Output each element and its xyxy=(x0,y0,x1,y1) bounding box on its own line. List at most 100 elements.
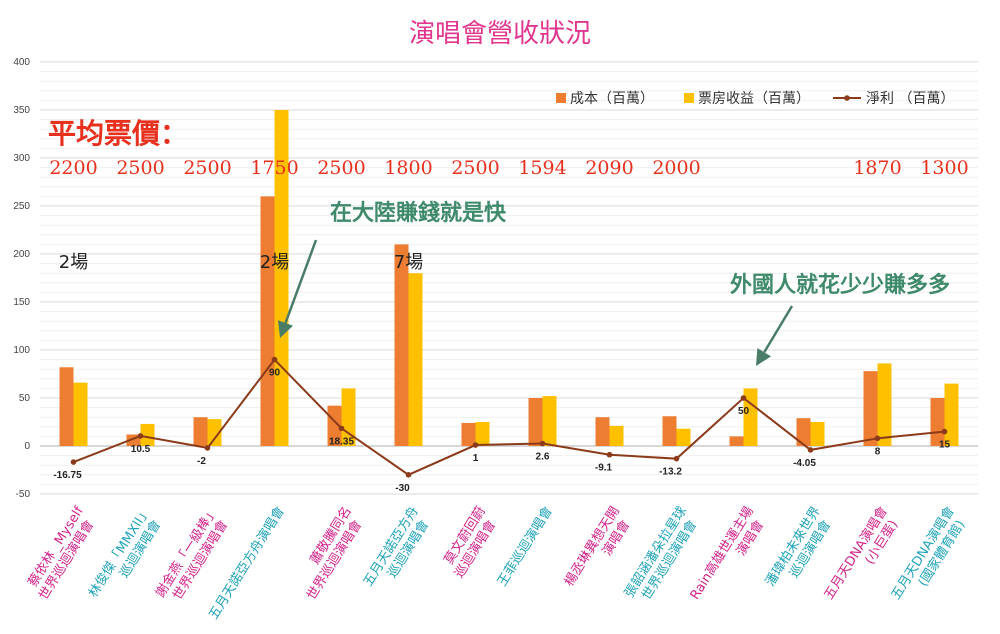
cost-bar xyxy=(662,416,677,446)
net-profit-label: -2 xyxy=(197,456,206,467)
revenue-bar xyxy=(609,425,624,446)
show-count-label: 7場 xyxy=(394,252,423,273)
legend-label-revenue: 票房收益（百萬） xyxy=(698,91,810,107)
cost-bar xyxy=(193,417,208,446)
net-profit-point xyxy=(807,447,814,453)
legend: 成本（百萬） 票房收益（百萬） 淨利 （百萬） xyxy=(556,91,954,107)
avg-price-title: 平均票價： xyxy=(48,117,188,150)
net-profit-label: 90 xyxy=(269,368,281,379)
net-profit-label: 2.6 xyxy=(536,452,550,463)
revenue-bar xyxy=(743,388,758,446)
avg-price-value: 1750 xyxy=(250,157,298,179)
revenue-bar xyxy=(944,383,959,446)
cost-bar xyxy=(863,371,878,446)
x-category-label: 王菲巡迴演唱會 xyxy=(494,504,556,590)
net-profit-point xyxy=(539,440,546,447)
y-tick-label: 100 xyxy=(13,345,30,356)
y-tick-label: 250 xyxy=(13,201,30,212)
cost-bar xyxy=(327,405,342,446)
y-tick-label: 200 xyxy=(13,249,30,260)
avg-price-value: 1300 xyxy=(920,157,968,179)
net-profit-line xyxy=(70,356,948,478)
cost-bar xyxy=(729,436,744,446)
avg-price-value: 2500 xyxy=(451,157,499,179)
y-tick-label: 350 xyxy=(13,105,30,116)
net-profit-label: -30 xyxy=(395,483,410,494)
show-count-label: 2場 xyxy=(260,252,289,273)
x-axis-labels: 蔡依林 _Myself世界巡迴演唱會林俊傑「MMXII」巡迴演唱會謝金燕「一級棒… xyxy=(26,504,969,623)
net-profit-point xyxy=(271,356,278,363)
net-profit-label: 10.5 xyxy=(131,444,151,455)
revenue-bar xyxy=(676,428,691,446)
cost-bar xyxy=(930,398,945,446)
net-profit-point xyxy=(606,451,613,458)
net-profit-point xyxy=(204,445,211,451)
show-count-label: 2場 xyxy=(59,252,88,273)
cost-bar xyxy=(126,434,141,446)
net-profit-point xyxy=(740,395,747,401)
annotation-foreigner: 外國人就花少少賺多多 xyxy=(730,272,950,298)
data-labels: -16.75 10.5 -2 90 18.35 -30 1 2.6 -9.1 -13.2 50 -4.… xyxy=(53,368,950,494)
legend-label-net: 淨利 （百萬） xyxy=(866,91,954,107)
net-profit-point xyxy=(472,442,479,448)
legend-swatch-revenue xyxy=(684,93,694,103)
legend-swatch-cost xyxy=(556,93,566,103)
revenue-bar xyxy=(542,396,557,446)
y-tick-label: 50 xyxy=(19,393,31,404)
cost-bar xyxy=(260,196,275,446)
y-tick-label: -50 xyxy=(16,489,31,500)
revenue-bar xyxy=(73,382,88,446)
y-tick-label: 0 xyxy=(24,441,30,452)
avg-price-value: 1594 xyxy=(518,157,566,179)
arrow-mainland-icon xyxy=(278,239,318,338)
revenue-bar xyxy=(810,422,825,446)
cost-bar xyxy=(394,244,409,446)
net-profit-label: -13.2 xyxy=(659,467,682,478)
avg-price-value: 2500 xyxy=(183,157,231,179)
avg-price-value: 1870 xyxy=(853,157,901,179)
net-profit-point xyxy=(70,459,77,465)
x-category-label: 五月天DNA演唱會(國家體育館) xyxy=(888,504,968,603)
net-profit-polyline xyxy=(73,358,945,476)
net-profit-label: 50 xyxy=(738,406,750,417)
revenue-bar xyxy=(877,363,892,446)
revenue-bar xyxy=(140,423,155,446)
net-profit-label: 15 xyxy=(939,440,951,451)
cost-bar xyxy=(595,417,610,446)
revenue-bar xyxy=(207,419,222,446)
net-profit-point xyxy=(874,435,881,442)
avg-price-value: 2000 xyxy=(652,157,700,179)
avg-price-value: 2500 xyxy=(317,157,365,179)
cost-bar xyxy=(796,418,811,446)
net-profit-label: 1 xyxy=(473,453,479,464)
arrow-foreigner-icon xyxy=(756,305,794,366)
net-profit-label: -16.75 xyxy=(53,470,82,481)
y-axis: -50 0 50 100 150 200 250 300 350 400 xyxy=(13,57,30,500)
avg-price-value: 2090 xyxy=(585,157,633,179)
cost-bar xyxy=(59,367,74,446)
net-profit-point xyxy=(338,425,345,432)
legend-label-cost: 成本（百萬） xyxy=(570,91,654,107)
average-prices: 平均票價： 2200 2500 2500 1750 2500 1800 2500 1594 209… xyxy=(48,117,969,179)
cost-bar xyxy=(461,422,476,446)
avg-price-value: 2500 xyxy=(116,157,164,179)
net-profit-point xyxy=(673,455,680,462)
net-profit-label: 8 xyxy=(875,446,881,457)
y-tick-label: 400 xyxy=(13,57,30,68)
avg-price-value: 1800 xyxy=(384,157,432,179)
y-tick-label: 150 xyxy=(13,297,30,308)
net-profit-point xyxy=(405,472,412,478)
revenue-bar xyxy=(475,422,490,446)
y-tick-label: 300 xyxy=(13,153,30,164)
net-profit-label: -4.05 xyxy=(793,458,816,469)
x-category-line1: 王菲巡迴演唱會 xyxy=(494,504,556,590)
annotation-mainland: 在大陸賺錢就是快 xyxy=(330,200,507,226)
